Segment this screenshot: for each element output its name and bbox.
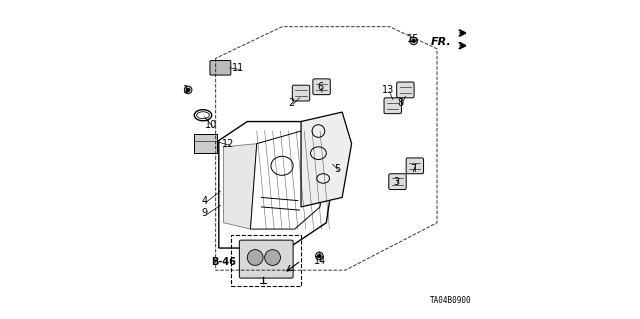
FancyBboxPatch shape: [406, 158, 424, 174]
Text: B-46: B-46: [211, 257, 236, 267]
Circle shape: [186, 88, 190, 92]
FancyBboxPatch shape: [388, 174, 406, 189]
Text: 6: 6: [317, 82, 323, 92]
Text: 12: 12: [222, 139, 234, 149]
Polygon shape: [193, 134, 217, 153]
Text: 1: 1: [182, 85, 189, 95]
Circle shape: [316, 252, 323, 260]
Circle shape: [247, 250, 263, 265]
Text: 13: 13: [382, 85, 394, 95]
Circle shape: [184, 86, 192, 94]
Text: 4: 4: [202, 196, 207, 206]
Polygon shape: [250, 131, 326, 229]
Text: 14: 14: [314, 256, 326, 266]
Circle shape: [317, 254, 321, 258]
Text: 2: 2: [289, 98, 294, 108]
FancyBboxPatch shape: [397, 82, 414, 98]
Text: FR.: FR.: [431, 38, 451, 48]
Text: 15: 15: [407, 34, 419, 44]
Polygon shape: [301, 112, 351, 207]
Text: 3: 3: [393, 177, 399, 187]
FancyBboxPatch shape: [313, 79, 330, 95]
FancyBboxPatch shape: [239, 240, 293, 278]
Text: TA04B0900: TA04B0900: [430, 296, 472, 305]
Text: 10: 10: [205, 120, 217, 130]
Text: 5: 5: [334, 164, 340, 174]
Text: 9: 9: [202, 208, 207, 218]
FancyBboxPatch shape: [210, 61, 231, 75]
Circle shape: [412, 39, 415, 43]
Circle shape: [265, 250, 280, 265]
Polygon shape: [223, 144, 257, 229]
FancyBboxPatch shape: [384, 98, 401, 114]
Circle shape: [410, 37, 417, 45]
Text: 7: 7: [410, 164, 417, 174]
FancyBboxPatch shape: [292, 85, 310, 101]
Text: 11: 11: [232, 63, 244, 73]
Text: 8: 8: [397, 98, 404, 108]
